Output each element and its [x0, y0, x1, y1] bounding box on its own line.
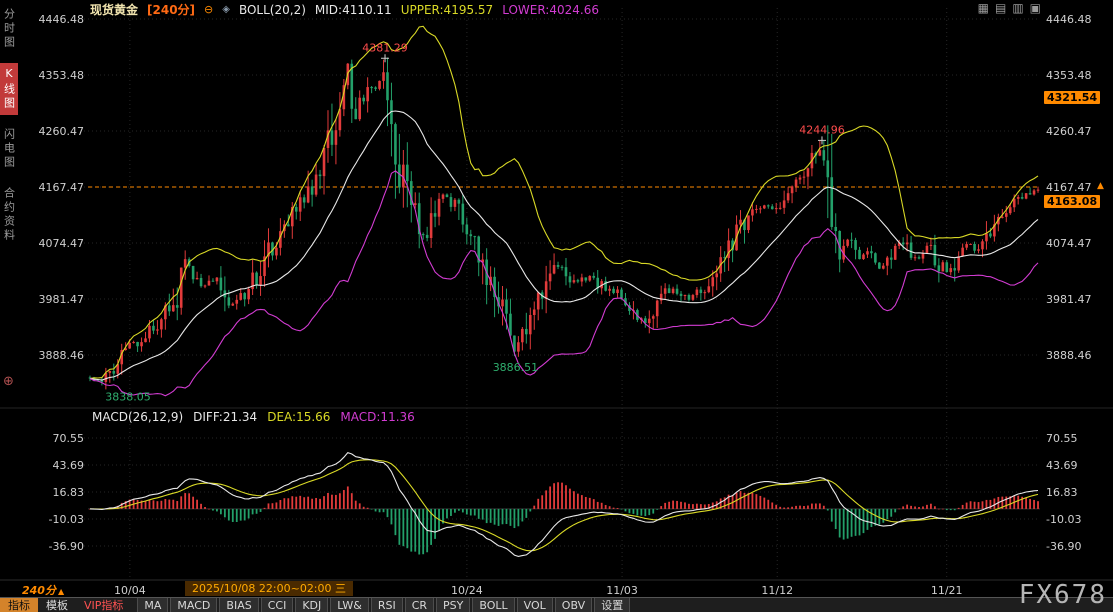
macd-diff-value: DIFF:21.34	[193, 410, 258, 424]
toolbar-tab-vip-indicators[interactable]: VIP指标	[84, 599, 124, 612]
macd-histogram-down	[93, 508, 956, 555]
collapse-icon[interactable]: ⊖	[204, 3, 214, 16]
indicator-button[interactable]: BOLL	[472, 598, 515, 612]
layout-icon-3[interactable]: ▥	[1012, 1, 1024, 15]
boll-mid-value: MID:4110.11	[314, 2, 392, 17]
extreme-cross-marker	[817, 136, 826, 145]
layout-icon-4[interactable]: ▣	[1029, 1, 1041, 15]
extreme-cross-marker	[381, 54, 390, 63]
period-up-arrow-icon: ▲	[57, 587, 65, 596]
layout-icon-2[interactable]: ▤	[994, 1, 1007, 15]
extreme-price-label: 4244.96	[799, 123, 845, 136]
indicator-button[interactable]: MACD	[170, 598, 218, 612]
window-layout-icons: ▦ ▤ ▥ ▣	[978, 1, 1041, 15]
indicator-button[interactable]: RSI	[370, 598, 403, 612]
indicator-button[interactable]: OBV	[554, 598, 593, 612]
extreme-price-label: 4381.29	[362, 41, 408, 54]
boll-indicator-icon: ◈	[222, 4, 230, 15]
boll-indicator-label[interactable]: BOLL(20,2)	[238, 2, 306, 17]
period-badge[interactable]: 240分 ▲	[22, 582, 64, 598]
price-alert-arrow: ▲	[1097, 181, 1104, 191]
indicator-button[interactable]: CCI	[260, 598, 294, 612]
boll-lower-value: LOWER:4024.66	[502, 2, 599, 17]
rail-tab-kline-chart[interactable]: K线图	[0, 63, 18, 115]
macd-title[interactable]: MACD(26,12,9)	[92, 410, 184, 424]
indicator-button[interactable]: BIAS	[219, 598, 259, 612]
macd-macd-value: MACD:11.36	[340, 410, 415, 424]
period-tag[interactable]: [240分]	[147, 3, 196, 17]
boll-upper-band	[89, 25, 1039, 380]
macd-histogram-up	[89, 482, 1039, 510]
down-candles	[88, 57, 1032, 386]
rail-tab-time-chart[interactable]: 分时图	[2, 8, 16, 50]
indicator-button[interactable]: LW&	[330, 598, 369, 612]
macd-dea-line	[90, 459, 1039, 552]
boll-upper-value: UPPER:4195.57	[400, 2, 494, 17]
chart-type-rail: 分时图 K线图闪电图合约资料 ⊕	[0, 4, 18, 389]
macd-diff-line	[89, 451, 1039, 557]
macd-dea-value: DEA:15.66	[267, 410, 331, 424]
indicator-button[interactable]: VOL	[516, 598, 553, 612]
macd-header: MACD(26,12,9) DIFF:21.34 DEA:15.66 MACD:…	[92, 410, 415, 424]
rail-tab-lightning-chart[interactable]: 闪电图	[2, 128, 16, 170]
layout-icon-1[interactable]: ▦	[977, 1, 989, 15]
indicator-button[interactable]: PSY	[436, 598, 471, 612]
rail-tab-contract-info[interactable]: 合约资料	[2, 187, 16, 243]
indicator-toolbar: 指标 模板 VIP指标 MA MACD BIAS CCI KDJ LW& RSI CR PSY BOLL…	[0, 597, 1113, 612]
indicator-button[interactable]: CR	[404, 598, 435, 612]
watermark: FX678	[1018, 580, 1107, 610]
toolbar-tab-indicators[interactable]: 指标	[0, 598, 38, 612]
boll-mid-band	[89, 110, 1039, 381]
indicator-button[interactable]: 设置	[594, 598, 631, 612]
boll-lower-band	[89, 170, 1039, 397]
indicator-button[interactable]: MA	[137, 598, 169, 612]
rail-tool-icon[interactable]: ⊕	[3, 374, 14, 389]
indicator-button[interactable]: KDJ	[295, 598, 329, 612]
toolbar-tab-templates[interactable]: 模板	[46, 599, 68, 612]
time-axis-row: 240分 ▲ 2025/10/08 22:00~02:00 三	[0, 580, 1113, 597]
up-candles	[104, 59, 1040, 390]
extreme-price-label: 3838.05	[105, 390, 151, 403]
period-badge-label: 240分	[22, 584, 56, 597]
crosshair-datetime: 2025/10/08 22:00~02:00 三	[185, 581, 354, 596]
extreme-price-label: 3886.51	[493, 361, 539, 374]
symbol-name: 现货黄金	[90, 3, 139, 17]
chart-header: 现货黄金 [240分] ⊖ ◈ BOLL(20,2) MID:4110.11 U…	[90, 2, 599, 18]
